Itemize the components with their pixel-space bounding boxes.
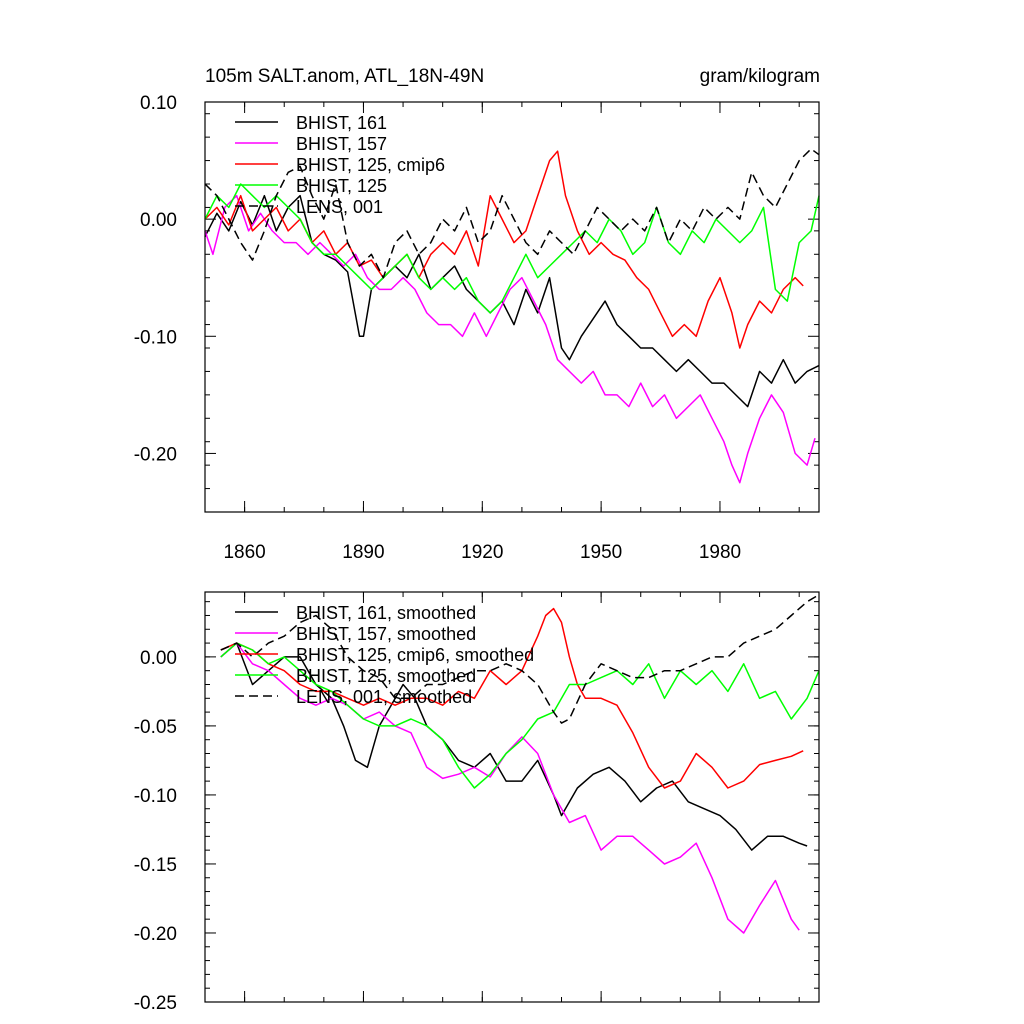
legend-label: LENS, 001 xyxy=(296,197,383,217)
legend-label: BHIST, 161 xyxy=(296,113,387,133)
y-tick-label: -0.05 xyxy=(134,717,177,738)
top-plot-frame xyxy=(204,101,820,513)
legend-label: BHIST, 125, cmip6 xyxy=(296,155,445,175)
series-line-bhist-161-smoothed xyxy=(220,642,808,851)
y-tick-label: -0.10 xyxy=(134,327,177,348)
legend-label: BHIST, 157, smoothed xyxy=(296,624,476,644)
series-line-lens-001-smoothed xyxy=(220,594,820,724)
legend-label: BHIST, 157 xyxy=(296,134,387,154)
x-tick-label: 1890 xyxy=(342,542,384,563)
y-tick-label: 0.00 xyxy=(140,648,177,669)
x-tick-label: 1920 xyxy=(461,542,503,563)
x-tick-label: 1860 xyxy=(223,542,265,563)
legend-label: BHIST, 161, smoothed xyxy=(296,603,476,623)
y-tick-label: -0.10 xyxy=(134,786,177,807)
x-tick-label: 1980 xyxy=(699,542,741,563)
series-line-bhist-157-smoothed xyxy=(220,642,800,934)
top-panel: 105m SALT.anom, ATL_18N-49N gram/kilogra… xyxy=(134,66,820,563)
series-line-bhist-157 xyxy=(204,194,816,484)
top-chart-units: gram/kilogram xyxy=(700,66,820,87)
series-line-lens-001 xyxy=(204,148,820,279)
bottom-panel: 0.00 -0.05 -0.10 -0.15 -0.20 -0.25 BHIST, 161… xyxy=(134,591,820,1014)
y-tick-label: 0.00 xyxy=(140,210,177,231)
y-tick-label: -0.20 xyxy=(134,444,177,465)
legend-label: BHIST, 125, cmip6, smoothed xyxy=(296,645,534,665)
bottom-plot-frame xyxy=(204,591,820,1003)
y-tick-label: 0.10 xyxy=(140,93,177,114)
legend-label: LENS, 001, smoothed xyxy=(296,687,472,707)
top-chart-title: 105m SALT.anom, ATL_18N-49N xyxy=(205,66,484,87)
legend-label: BHIST, 125, smoothed xyxy=(296,666,476,686)
y-tick-label: -0.20 xyxy=(134,924,177,945)
series-line-bhist-161 xyxy=(204,194,820,408)
legend-label: BHIST, 125 xyxy=(296,176,387,196)
series-line-bhist-125-smoothed xyxy=(220,642,820,789)
x-tick-label: 1950 xyxy=(580,542,622,563)
y-tick-label: -0.15 xyxy=(134,855,177,876)
y-tick-label: -0.25 xyxy=(134,993,177,1014)
series-line-bhist-125-cmip6-smoothed xyxy=(220,607,804,789)
series-line-bhist-125 xyxy=(204,183,820,314)
series-line-bhist-125-cmip6 xyxy=(204,150,804,349)
